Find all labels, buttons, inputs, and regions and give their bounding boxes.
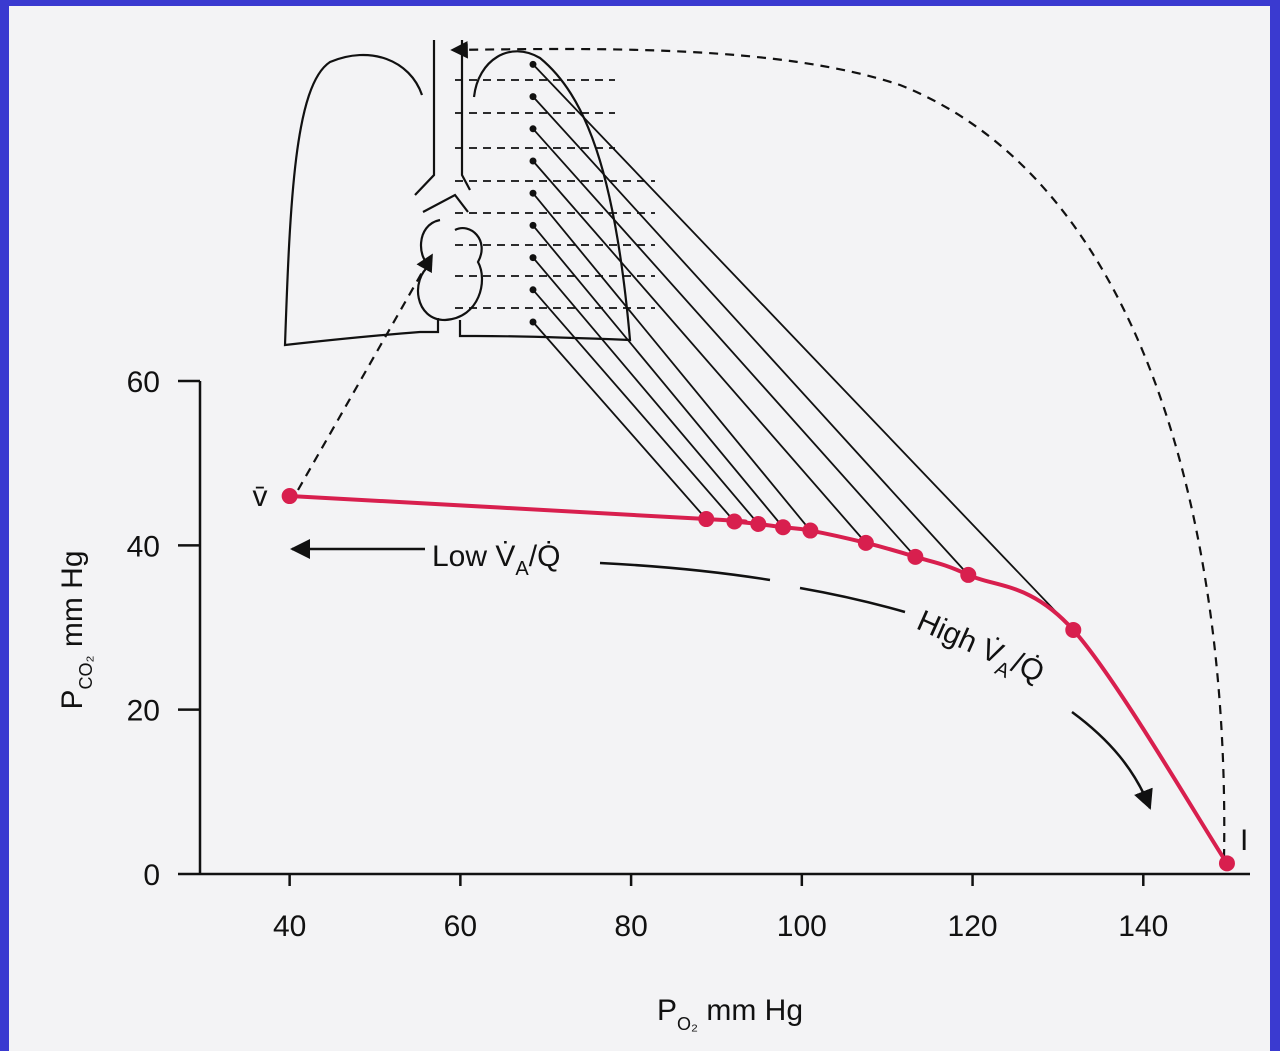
point: [857, 534, 874, 551]
x-axis-label: PO₂ mm Hg: [657, 994, 803, 1034]
connector: [532, 224, 784, 528]
lung-dot: [529, 157, 537, 165]
lung-dot: [529, 125, 537, 133]
x-tick-label: 80: [614, 910, 647, 943]
x-tick-label: 40: [273, 910, 306, 943]
point: [960, 566, 977, 583]
connector: [532, 95, 969, 576]
point: [750, 515, 767, 532]
y-tick-label: 60: [127, 366, 160, 399]
panel: [9, 6, 1270, 1051]
annotation-v: v̄: [253, 480, 268, 513]
connector: [532, 128, 917, 558]
annotation-i: I: [1240, 824, 1248, 857]
point: [775, 519, 792, 536]
y-tick-label: 0: [143, 859, 160, 892]
point: [726, 513, 743, 530]
lung-dot: [529, 93, 537, 101]
annotation-low: Low V̇A/Q̇: [432, 540, 560, 580]
point: [907, 548, 924, 565]
lung-dot: [529, 60, 537, 68]
point: [281, 488, 298, 505]
point: [1065, 621, 1082, 638]
x-tick-label: 60: [444, 910, 477, 943]
connector: [532, 160, 867, 544]
x-tick-label: 100: [777, 910, 827, 943]
y-axis-label: PCO₂ mm Hg: [56, 550, 96, 709]
lung-dot: [529, 189, 537, 197]
lung-dot: [529, 221, 537, 229]
connector: [532, 192, 812, 532]
point: [802, 522, 819, 539]
connector: [532, 257, 759, 525]
lung-dot: [529, 254, 537, 262]
connector: [532, 63, 1074, 631]
lung-dot: [529, 286, 537, 294]
x-tick-label: 140: [1118, 910, 1168, 943]
y-tick-label: 40: [127, 530, 160, 563]
connector: [532, 321, 707, 520]
point: [1218, 855, 1235, 872]
lung-dot: [529, 318, 537, 326]
y-tick-label: 20: [127, 695, 160, 728]
lung-diagram: [283, 40, 1226, 859]
arrows: [290, 539, 1153, 810]
point: [698, 511, 715, 528]
connector: [532, 289, 736, 523]
x-tick-label: 120: [948, 910, 998, 943]
